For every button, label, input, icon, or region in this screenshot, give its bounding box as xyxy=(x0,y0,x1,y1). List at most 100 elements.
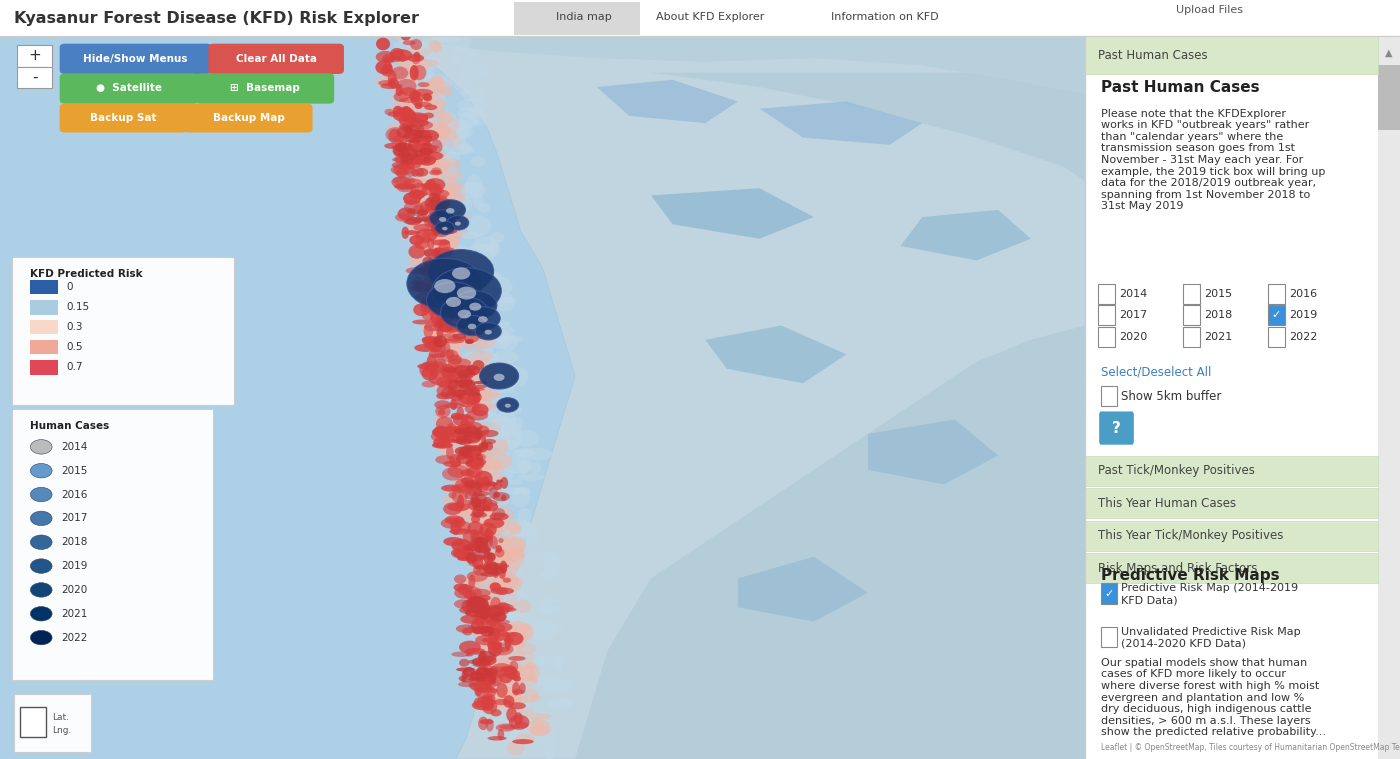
Ellipse shape xyxy=(512,587,536,597)
Ellipse shape xyxy=(445,377,456,389)
Ellipse shape xyxy=(508,656,525,661)
Circle shape xyxy=(447,208,455,214)
Ellipse shape xyxy=(405,124,420,133)
Ellipse shape xyxy=(437,209,466,218)
Text: 0.7: 0.7 xyxy=(66,362,83,373)
Ellipse shape xyxy=(547,622,557,632)
Ellipse shape xyxy=(484,439,496,444)
Ellipse shape xyxy=(424,206,447,216)
Ellipse shape xyxy=(458,448,466,460)
Ellipse shape xyxy=(469,301,490,321)
Ellipse shape xyxy=(455,446,472,456)
Ellipse shape xyxy=(540,684,556,693)
Ellipse shape xyxy=(483,467,497,483)
Ellipse shape xyxy=(433,207,442,214)
Ellipse shape xyxy=(437,337,462,345)
Ellipse shape xyxy=(493,572,519,591)
Ellipse shape xyxy=(414,168,424,177)
Ellipse shape xyxy=(438,443,452,460)
Ellipse shape xyxy=(414,102,423,109)
Ellipse shape xyxy=(468,598,475,604)
Ellipse shape xyxy=(403,129,421,141)
Ellipse shape xyxy=(490,364,511,370)
Polygon shape xyxy=(596,80,738,123)
Ellipse shape xyxy=(494,664,518,680)
Ellipse shape xyxy=(420,110,447,117)
Ellipse shape xyxy=(377,38,391,50)
Ellipse shape xyxy=(417,170,440,180)
Ellipse shape xyxy=(463,547,475,558)
Ellipse shape xyxy=(517,733,535,745)
Circle shape xyxy=(456,315,487,335)
Ellipse shape xyxy=(454,365,473,377)
Ellipse shape xyxy=(473,470,483,481)
Ellipse shape xyxy=(421,366,438,381)
Ellipse shape xyxy=(468,607,480,617)
Ellipse shape xyxy=(472,496,480,509)
Ellipse shape xyxy=(508,690,517,703)
Ellipse shape xyxy=(449,454,461,468)
Ellipse shape xyxy=(435,421,465,432)
Ellipse shape xyxy=(419,177,438,187)
Text: 2019: 2019 xyxy=(60,561,87,571)
Ellipse shape xyxy=(475,471,493,486)
Ellipse shape xyxy=(406,140,420,143)
Ellipse shape xyxy=(466,430,482,438)
Ellipse shape xyxy=(480,257,489,270)
Ellipse shape xyxy=(458,315,470,326)
Ellipse shape xyxy=(448,459,472,469)
Circle shape xyxy=(469,303,482,310)
Ellipse shape xyxy=(542,566,560,578)
Ellipse shape xyxy=(484,505,514,524)
Ellipse shape xyxy=(451,651,470,657)
Ellipse shape xyxy=(496,602,510,615)
Text: ✓: ✓ xyxy=(1271,310,1281,320)
Ellipse shape xyxy=(480,626,494,637)
Ellipse shape xyxy=(519,631,529,640)
Ellipse shape xyxy=(434,260,458,276)
Ellipse shape xyxy=(451,395,462,401)
Ellipse shape xyxy=(494,534,503,552)
Ellipse shape xyxy=(472,496,491,510)
Ellipse shape xyxy=(435,192,454,209)
Ellipse shape xyxy=(444,339,465,344)
Text: Unvalidated Predictive Risk Map
(2014-2020 KFD Data): Unvalidated Predictive Risk Map (2014-20… xyxy=(1121,627,1301,648)
Ellipse shape xyxy=(447,503,470,512)
Ellipse shape xyxy=(441,333,459,338)
Ellipse shape xyxy=(444,348,455,359)
Ellipse shape xyxy=(433,442,454,449)
Ellipse shape xyxy=(424,197,435,211)
Ellipse shape xyxy=(487,629,510,641)
Ellipse shape xyxy=(476,477,490,492)
Ellipse shape xyxy=(445,213,470,221)
Circle shape xyxy=(456,287,476,300)
Ellipse shape xyxy=(413,204,424,217)
Text: 2014: 2014 xyxy=(60,442,87,452)
Ellipse shape xyxy=(514,600,531,613)
Ellipse shape xyxy=(461,477,475,485)
Ellipse shape xyxy=(444,502,462,515)
FancyBboxPatch shape xyxy=(60,44,211,74)
Ellipse shape xyxy=(477,526,494,543)
Ellipse shape xyxy=(396,125,423,143)
Ellipse shape xyxy=(448,354,462,365)
Ellipse shape xyxy=(482,480,496,491)
Ellipse shape xyxy=(413,304,430,317)
Ellipse shape xyxy=(426,339,442,347)
Ellipse shape xyxy=(409,137,420,151)
Ellipse shape xyxy=(421,336,435,343)
Ellipse shape xyxy=(440,242,458,251)
Ellipse shape xyxy=(430,231,440,237)
Ellipse shape xyxy=(440,87,452,96)
Ellipse shape xyxy=(424,249,441,258)
Ellipse shape xyxy=(475,604,497,615)
Ellipse shape xyxy=(462,447,480,465)
Ellipse shape xyxy=(503,553,531,562)
Ellipse shape xyxy=(433,309,447,315)
Ellipse shape xyxy=(448,206,466,213)
Text: Human Cases: Human Cases xyxy=(31,420,109,431)
Ellipse shape xyxy=(428,370,447,378)
Ellipse shape xyxy=(395,213,413,222)
Ellipse shape xyxy=(475,491,490,496)
Ellipse shape xyxy=(442,111,452,121)
